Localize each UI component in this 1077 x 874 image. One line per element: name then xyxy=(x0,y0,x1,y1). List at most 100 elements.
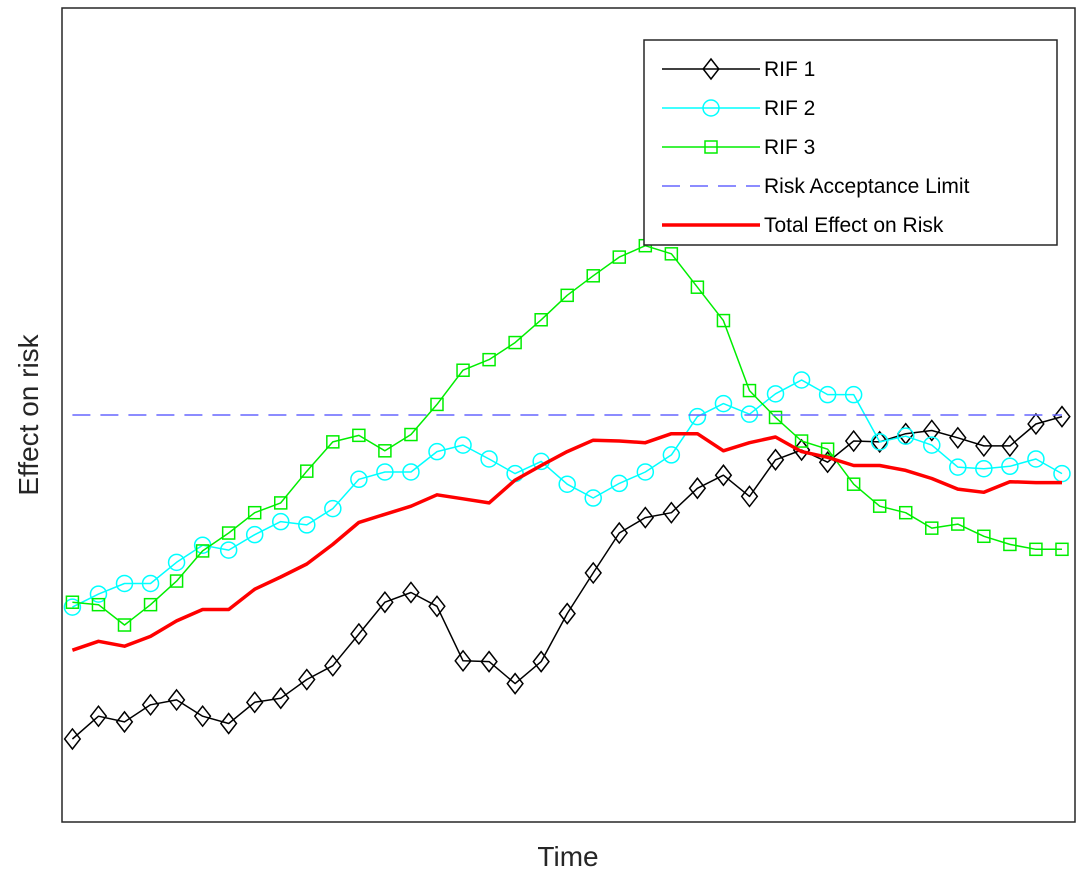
data-point-rif-1 xyxy=(271,687,290,710)
data-point-rif-3 xyxy=(560,288,574,303)
data-point-rif-3 xyxy=(820,442,835,456)
data-point-rif-2 xyxy=(636,463,655,481)
data-point-rif-2 xyxy=(1027,450,1045,468)
data-point-rif-1 xyxy=(63,727,82,751)
data-point-rif-2 xyxy=(896,427,915,445)
data-point-rif-1 xyxy=(402,581,420,604)
data-point-rif-2 xyxy=(1001,457,1019,476)
series-rif-3 xyxy=(65,238,1069,632)
legend-label-rif-1: RIF 1 xyxy=(764,58,815,81)
data-point-rif-1 xyxy=(610,521,629,545)
data-point-rif-3 xyxy=(898,505,913,520)
data-point-rif-3 xyxy=(273,496,288,510)
data-point-rif-2 xyxy=(428,442,446,461)
data-point-rif-1 xyxy=(975,434,993,458)
data-point-rif-3 xyxy=(117,618,132,632)
data-point-rif-3 xyxy=(169,574,184,588)
data-point-rif-3 xyxy=(977,529,991,544)
data-point-rif-3 xyxy=(247,505,262,520)
data-point-rif-2 xyxy=(714,394,733,413)
data-point-rif-1 xyxy=(1053,405,1071,428)
data-point-rif-1 xyxy=(923,419,941,442)
data-point-rif-3 xyxy=(508,335,522,350)
data-point-rif-3 xyxy=(794,434,809,448)
data-point-rif-1 xyxy=(245,691,264,714)
data-point-rif-3 xyxy=(1003,537,1017,552)
data-point-rif-1 xyxy=(193,704,212,728)
data-point-rif-3 xyxy=(1055,542,1069,557)
data-point-rif-2 xyxy=(89,585,108,603)
data-point-rif-3 xyxy=(456,363,470,377)
data-point-rif-3 xyxy=(690,280,705,294)
data-point-rif-3 xyxy=(872,499,887,513)
data-point-rif-3 xyxy=(951,517,965,531)
legend: RIF 1 RIF 2 RIF 3 Risk Acceptance Limit Tota… xyxy=(643,39,1058,246)
data-point-rif-1 xyxy=(1001,434,1019,458)
legend-item-rif-2: RIF 2 xyxy=(662,97,815,120)
legend-label-risk-acceptance-limit: Risk Acceptance Limit xyxy=(764,175,970,198)
data-point-rif-2 xyxy=(350,470,368,489)
data-point-rif-2 xyxy=(454,436,472,454)
legend-item-rif-1: RIF 1 xyxy=(662,57,815,81)
data-point-rif-1 xyxy=(324,654,342,677)
data-point-rif-1 xyxy=(428,595,446,618)
data-point-rif-3 xyxy=(925,521,939,535)
data-point-rif-2 xyxy=(975,459,993,478)
data-point-rif-1 xyxy=(584,561,602,585)
data-point-rif-2 xyxy=(610,474,629,493)
data-point-rif-2 xyxy=(402,463,420,481)
data-point-rif-1 xyxy=(714,464,733,487)
data-point-rif-1 xyxy=(115,710,134,734)
data-point-rif-3 xyxy=(143,597,158,612)
data-point-rif-2 xyxy=(141,574,160,593)
data-point-rif-1 xyxy=(350,622,368,646)
data-point-rif-3 xyxy=(65,595,80,609)
data-point-rif-1 xyxy=(219,712,238,735)
legend-marker-rif-3 xyxy=(704,140,718,154)
data-point-rif-2 xyxy=(63,598,82,616)
series-rif-1 xyxy=(63,405,1071,751)
data-point-rif-2 xyxy=(115,574,134,593)
data-point-rif-3 xyxy=(768,410,783,425)
data-point-rif-3 xyxy=(586,269,600,283)
y-axis-label: Effect on risk xyxy=(13,333,44,495)
data-point-rif-1 xyxy=(167,688,186,712)
legend-items: RIF 1 RIF 2 RIF 3 Risk Acceptance Limit Tota… xyxy=(662,57,970,237)
data-point-rif-2 xyxy=(167,553,186,572)
data-point-rif-1 xyxy=(454,649,472,673)
data-point-rif-3 xyxy=(195,544,210,558)
data-point-rif-2 xyxy=(949,458,967,476)
data-point-rif-3 xyxy=(326,435,340,449)
data-point-rif-2 xyxy=(480,450,498,468)
x-axis-label: Time xyxy=(537,841,598,872)
legend-item-rif-3: RIF 3 xyxy=(662,136,815,159)
legend-item-total-effect-on-risk: Total Effect on Risk xyxy=(662,214,944,237)
legend-marker-rif-1 xyxy=(702,57,720,81)
data-point-rif-3 xyxy=(430,397,444,412)
data-point-rif-3 xyxy=(352,428,366,443)
data-point-rif-1 xyxy=(740,485,759,508)
data-point-rif-3 xyxy=(378,444,392,458)
data-point-rif-3 xyxy=(742,383,757,398)
data-point-rif-2 xyxy=(584,489,602,507)
data-point-rif-2 xyxy=(844,385,863,404)
data-point-rif-1 xyxy=(532,650,550,673)
data-point-rif-1 xyxy=(636,506,655,529)
series-total-effect-on-risk xyxy=(71,431,1062,652)
data-point-rif-2 xyxy=(766,385,785,403)
data-point-rif-1 xyxy=(662,501,681,524)
data-point-rif-1 xyxy=(558,602,576,625)
series-line-rif-2 xyxy=(72,379,1063,608)
data-point-rif-2 xyxy=(870,433,889,451)
data-point-rif-2 xyxy=(324,499,342,518)
legend-label-total-effect-on-risk: Total Effect on Risk xyxy=(764,214,944,237)
data-point-rif-3 xyxy=(612,250,627,264)
data-point-rif-3 xyxy=(716,313,731,328)
data-point-rif-3 xyxy=(846,477,861,491)
data-point-rif-3 xyxy=(404,427,418,442)
data-point-rif-2 xyxy=(662,446,681,464)
data-point-rif-1 xyxy=(298,668,316,691)
data-point-rif-3 xyxy=(482,352,496,367)
series-layer xyxy=(63,238,1071,751)
